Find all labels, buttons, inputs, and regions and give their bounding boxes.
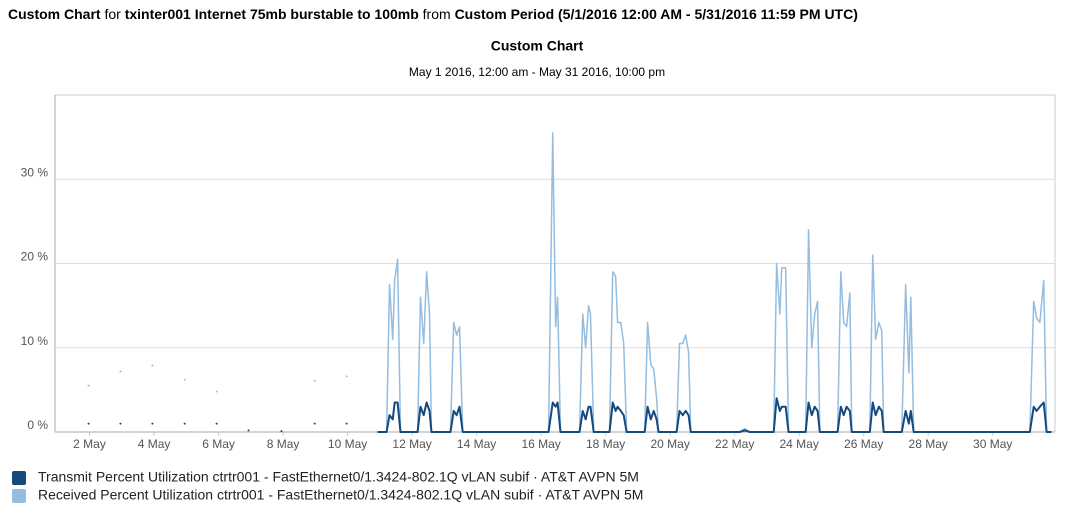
data-point: [87, 384, 90, 387]
chart-title: Custom Chart: [491, 38, 584, 54]
data-point: [215, 390, 218, 393]
legend-label: Transmit Percent Utilization ctrtr001 - …: [38, 469, 639, 485]
data-point: [215, 422, 218, 425]
data-point: [313, 379, 316, 382]
data-point: [345, 375, 348, 378]
data-point: [151, 364, 154, 367]
x-tick-label: 6 May: [202, 437, 235, 451]
series-line: [377, 397, 1052, 433]
legend-swatch: [12, 471, 26, 485]
series-line: [377, 132, 1052, 433]
header-period: Custom Period (5/1/2016 12:00 AM - 5/31/…: [454, 6, 858, 22]
x-tick-label: 12 May: [392, 437, 431, 451]
data-point: [313, 422, 316, 425]
y-tick-label: 30 %: [21, 165, 49, 179]
y-tick-label: 20 %: [21, 250, 49, 264]
data-point: [183, 422, 186, 425]
x-tick-label: 26 May: [844, 437, 883, 451]
legend-swatch: [12, 489, 26, 503]
page-header: Custom Chart for txinter001 Internet 75m…: [8, 6, 858, 22]
y-tick-label: 10 %: [21, 334, 49, 348]
y-tick-label: 0 %: [27, 418, 48, 432]
x-tick-label: 10 May: [328, 437, 367, 451]
data-point: [183, 378, 186, 381]
x-tick-label: 4 May: [138, 437, 171, 451]
x-tick-label: 24 May: [780, 437, 819, 451]
x-tick-label: 8 May: [267, 437, 300, 451]
header-device: txinter001 Internet 75mb burstable to 10…: [124, 6, 419, 22]
x-tick-label: 20 May: [650, 437, 689, 451]
data-point: [345, 422, 348, 425]
x-tick-label: 30 May: [973, 437, 1012, 451]
data-point: [247, 429, 250, 432]
x-tick-label: 16 May: [521, 437, 560, 451]
chart-subtitle: May 1 2016, 12:00 am - May 31 2016, 10:0…: [409, 65, 665, 79]
header-text: from: [422, 6, 451, 22]
x-tick-label: 14 May: [457, 437, 496, 451]
header-text: for: [104, 6, 121, 22]
x-tick-label: 2 May: [73, 437, 106, 451]
data-point: [280, 430, 283, 433]
legend-label: Received Percent Utilization ctrtr001 - …: [38, 487, 643, 503]
data-point: [119, 370, 122, 373]
data-point: [87, 422, 90, 425]
data-point: [119, 422, 122, 425]
header-title: Custom Chart: [8, 6, 101, 22]
x-tick-label: 18 May: [586, 437, 625, 451]
x-tick-label: 28 May: [909, 437, 948, 451]
data-point: [151, 422, 154, 425]
x-tick-label: 22 May: [715, 437, 754, 451]
